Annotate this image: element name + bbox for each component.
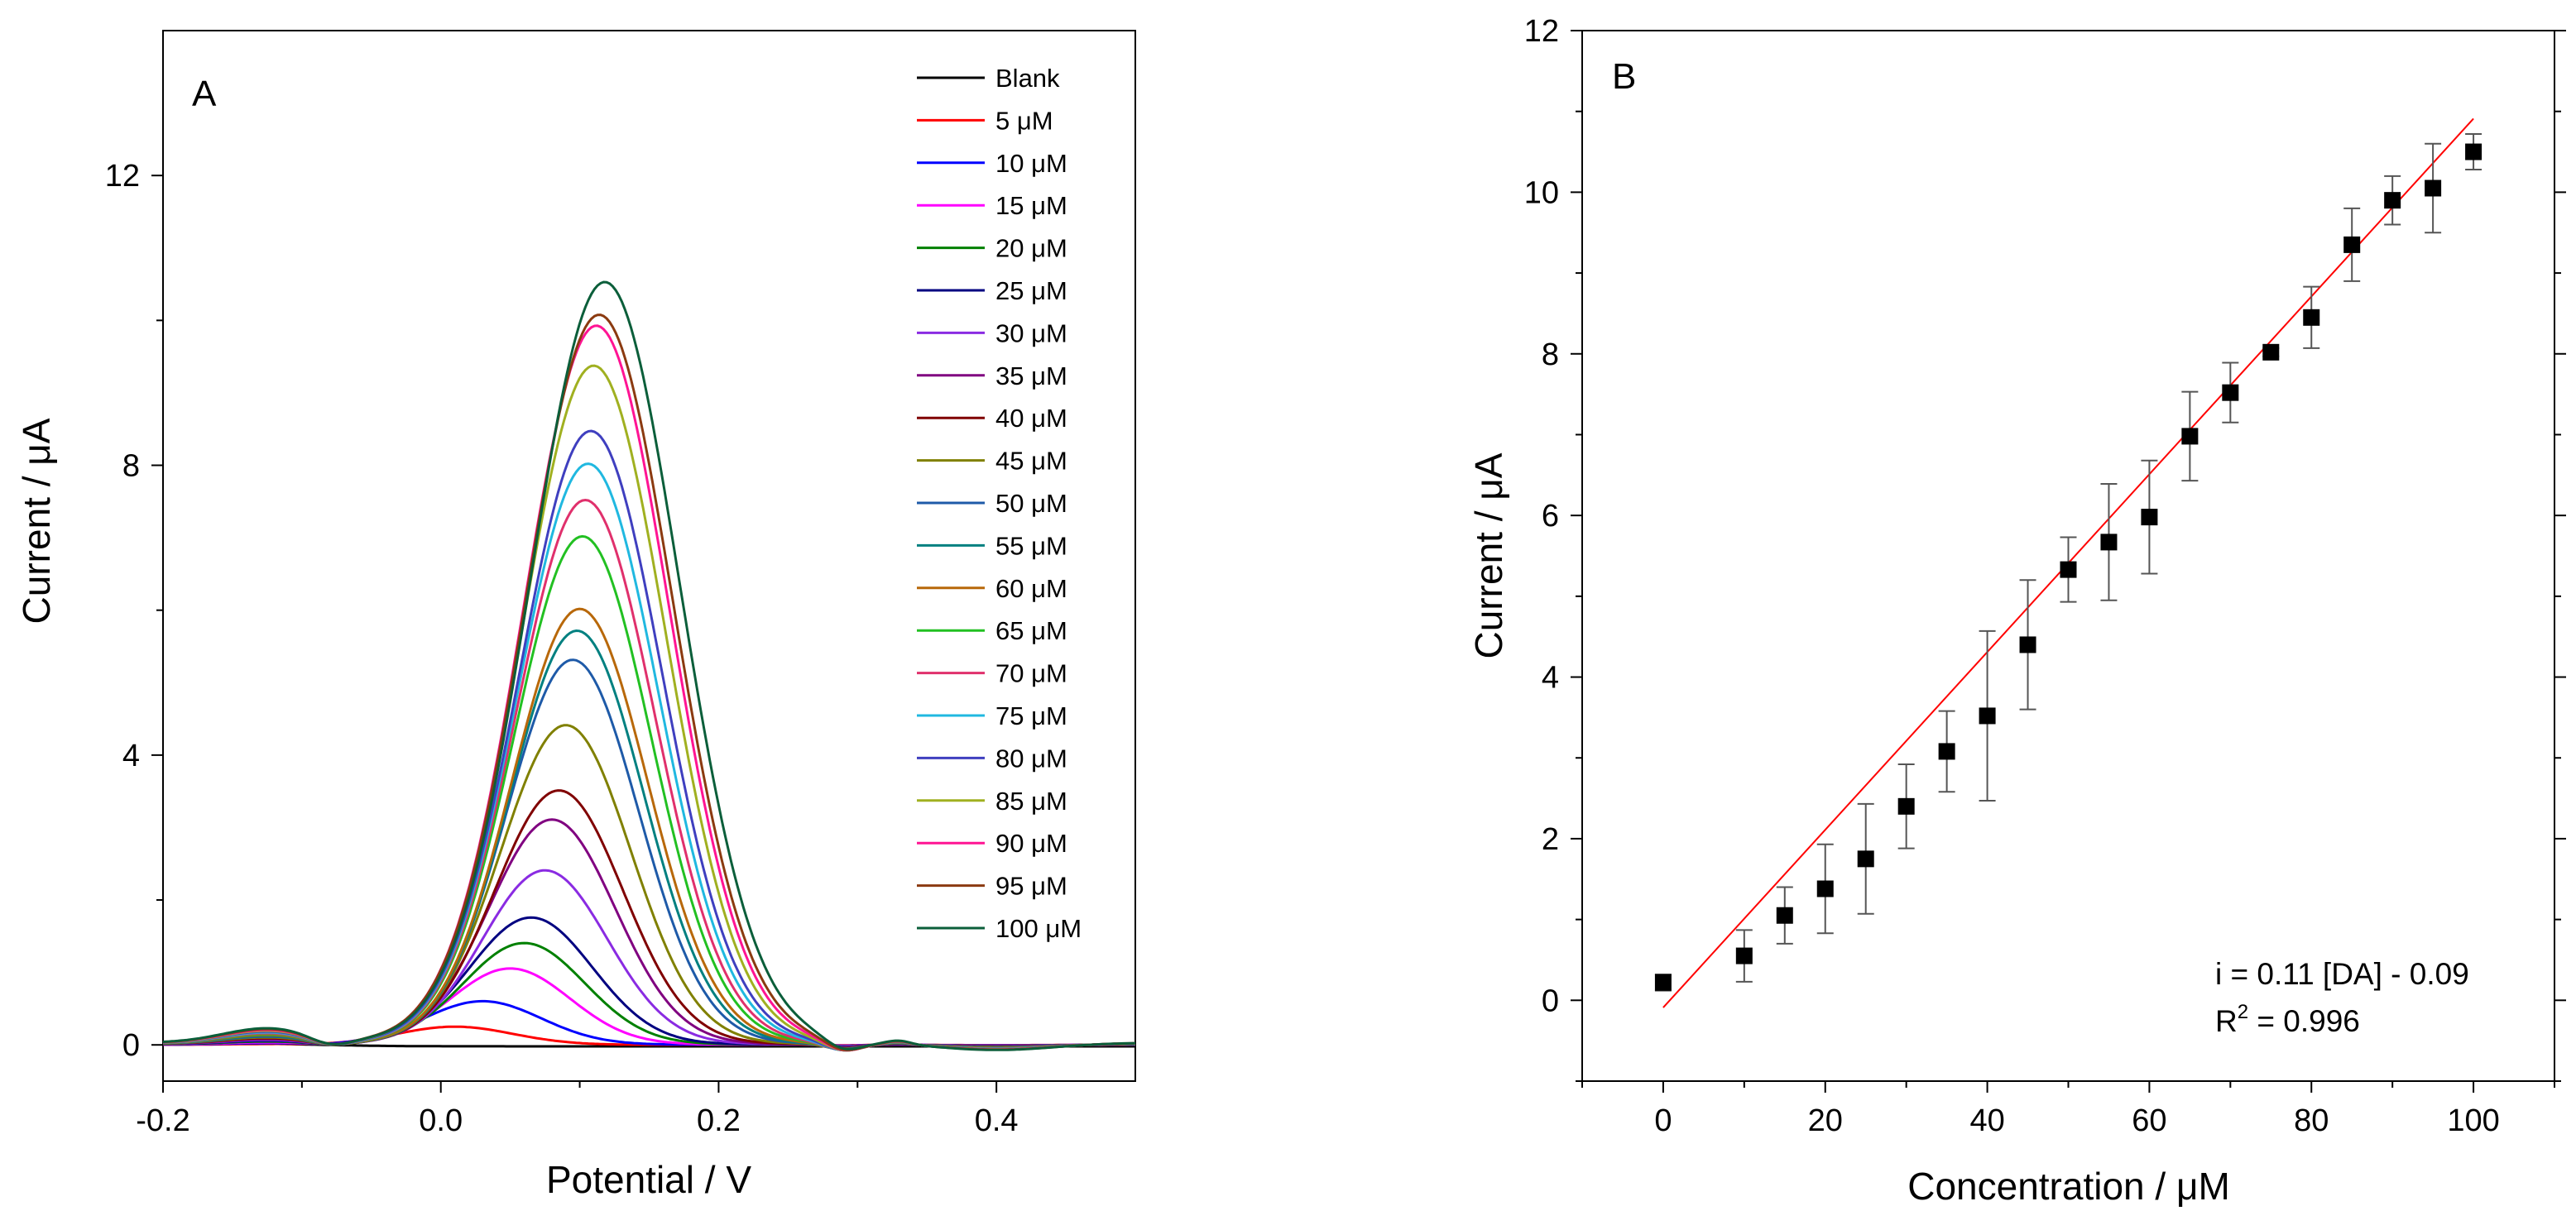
legend-label: 5 μM: [995, 106, 1053, 135]
data-point: [1735, 947, 1753, 964]
legend-label: 25 μM: [995, 276, 1067, 305]
data-point: [2303, 309, 2320, 326]
panel-b-xtick-label: 40: [1969, 1103, 2004, 1138]
data-point: [1654, 974, 1672, 991]
panel-a-ytick-label: 0: [122, 1028, 140, 1063]
legend-label: Blank: [995, 64, 1060, 93]
data-point: [1897, 797, 1915, 815]
r-squared: R2 = 0.996: [2215, 1001, 2360, 1038]
panel-a-curves: [162, 280, 1136, 1052]
data-point: [1938, 743, 1955, 760]
legend-label: 65 μM: [995, 616, 1067, 645]
panel-b-ytick-label: 6: [1542, 499, 1559, 534]
series-line-6: [162, 869, 1135, 1049]
series-line-4: [162, 941, 1135, 1048]
panel-b-ytick-label: 8: [1542, 337, 1559, 372]
data-point: [2100, 534, 2118, 551]
panel-b-ticks: 0 20 40 60 80 100 0 2 4 6 8 10 12: [1524, 14, 2566, 1138]
panel-b-xtick-label: 0: [1654, 1103, 1672, 1138]
r-squared-prefix: R: [2215, 1004, 2238, 1038]
legend-label: 95 μM: [995, 872, 1067, 901]
panel-a-ticks: -0.2 0.0 0.2 0.4 0 4 8 12: [105, 159, 1019, 1138]
panel-a-ytick-label: 4: [122, 739, 140, 773]
panel-b-points: [1654, 143, 2482, 991]
data-point: [2384, 192, 2401, 209]
data-point: [1776, 907, 1793, 924]
panel-a-frame: [162, 30, 1136, 1082]
legend-label: 60 μM: [995, 574, 1067, 603]
panel-a-xtick-label: 0.4: [975, 1103, 1019, 1138]
data-point: [2425, 179, 2442, 197]
series-line-5: [162, 916, 1135, 1049]
panel-a-xlabel: Potential / V: [546, 1158, 751, 1201]
series-line-13: [162, 534, 1135, 1051]
data-point: [2262, 343, 2280, 361]
series-line-3: [163, 967, 1135, 1048]
legend-label: 40 μM: [995, 404, 1067, 433]
legend-label: 20 μM: [995, 234, 1067, 263]
panel-b-label: B: [1612, 56, 1636, 97]
data-point: [2060, 561, 2077, 578]
series-line-8: [162, 789, 1135, 1050]
data-point: [2343, 236, 2361, 253]
panel-a-legend: Blank 5 μM 10 μM 15 μM 20 μM 25 μM 30 μM 35 μM 4…: [917, 64, 1082, 943]
series-line-10: [163, 658, 1135, 1051]
panel-a-ylabel: Current / μA: [15, 418, 58, 624]
series-line-16: [162, 429, 1136, 1052]
data-point: [2465, 143, 2482, 160]
panel-b-ytick-label: 4: [1542, 661, 1559, 696]
series-line-20: [162, 280, 1136, 1051]
legend-label: 100 μM: [995, 914, 1082, 943]
legend-label: 90 μM: [995, 829, 1067, 858]
panel-b-ytick-label: 2: [1542, 822, 1559, 857]
panel-b-xtick-label: 20: [1808, 1103, 1843, 1138]
r-squared-value: = 0.996: [2248, 1004, 2360, 1038]
panel-a-xtick-label: 0.0: [419, 1103, 463, 1138]
panel-a-xtick-label: 0.2: [697, 1103, 741, 1138]
legend-label: 85 μM: [995, 787, 1067, 816]
panel-b-xtick-label: 100: [2447, 1103, 2499, 1138]
panel-b-xtick-label: 60: [2132, 1103, 2166, 1138]
panel-b-ytick-label: 0: [1542, 984, 1559, 1018]
data-point: [1816, 880, 1834, 897]
data-point: [1857, 850, 1874, 868]
legend-label: 30 μM: [995, 318, 1067, 347]
legend-label: 35 μM: [995, 361, 1067, 390]
panel-b-error-bars: [1654, 133, 2482, 992]
panel-a-label: A: [192, 74, 217, 114]
panel-a-ytick-label: 12: [105, 159, 140, 194]
panel-b-xtick-label: 80: [2294, 1103, 2329, 1138]
r-squared-sup: 2: [2238, 1001, 2248, 1023]
legend-label: 55 μM: [995, 531, 1067, 560]
data-point: [2141, 509, 2158, 526]
panel-b-xlabel: Concentration / μM: [1907, 1165, 2230, 1208]
data-point: [2019, 636, 2036, 653]
data-point: [1979, 707, 1996, 725]
legend-label: 10 μM: [995, 149, 1067, 178]
panel-b-ytick-label: 12: [1524, 14, 1559, 49]
legend-label: 15 μM: [995, 191, 1067, 220]
panel-b-ylabel: Current / μA: [1467, 452, 1510, 658]
series-line-14: [162, 498, 1136, 1051]
legend-label: 75 μM: [995, 701, 1067, 730]
data-point: [2181, 428, 2199, 445]
series-line-7: [162, 818, 1135, 1050]
panel-b: 0 20 40 60 80 100 0 2 4 6 8 10 12 B i = 0.11 [DA] - …: [1467, 14, 2566, 1208]
panel-a: -0.2 0.0 0.2 0.4 0 4 8 12 A Blank 5 μM 10 μM 15 μM…: [15, 30, 1136, 1201]
data-point: [2222, 384, 2239, 401]
legend-label: 45 μM: [995, 447, 1067, 476]
panel-a-ytick-label: 8: [122, 449, 140, 484]
legend-label: 70 μM: [995, 659, 1067, 688]
legend-label: 50 μM: [995, 489, 1067, 518]
legend-label: 80 μM: [995, 744, 1067, 773]
panel-a-xtick-label: -0.2: [136, 1103, 189, 1138]
panel-b-ytick-label: 10: [1524, 175, 1559, 210]
fit-equation: i = 0.11 [DA] - 0.09: [2215, 957, 2469, 991]
series-line-12: [162, 607, 1135, 1051]
series-line-15: [162, 462, 1136, 1052]
